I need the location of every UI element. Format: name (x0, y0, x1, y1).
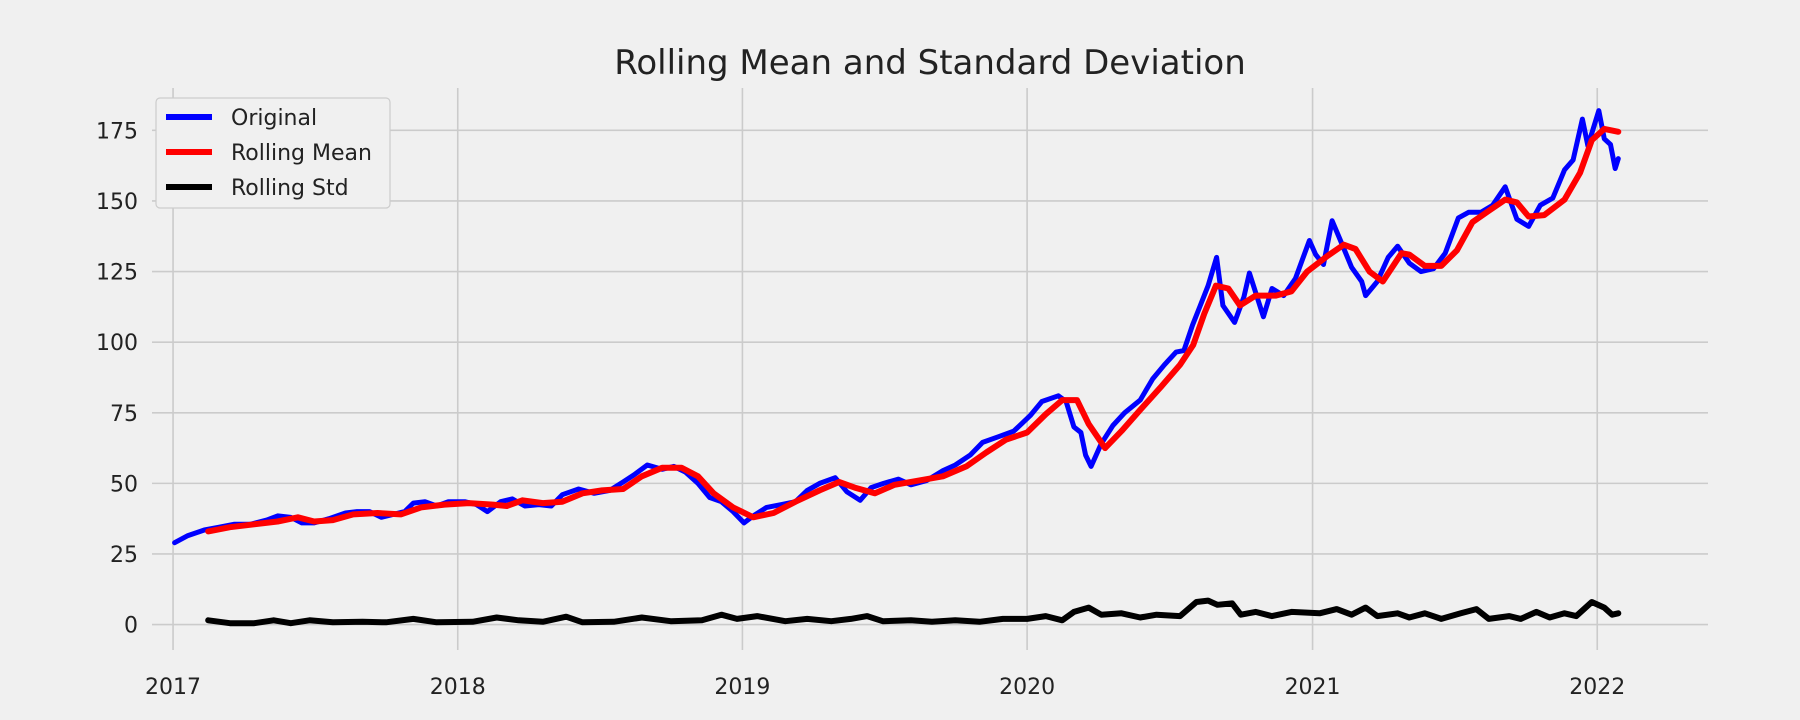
y-tick-label: 25 (110, 543, 138, 568)
y-tick-label: 175 (96, 119, 138, 144)
y-tick-label: 150 (96, 190, 138, 215)
x-tick-label: 2022 (1569, 675, 1625, 700)
legend-label-original: Original (231, 106, 317, 131)
legend-box (155, 97, 391, 209)
x-tick-label: 2019 (714, 675, 770, 700)
x-tick-label: 2018 (430, 675, 486, 700)
series-layer (172, 108, 1622, 627)
series-line-rolling-std (205, 597, 1622, 627)
series-line-rolling-mean (205, 125, 1622, 535)
legend: Original Rolling Mean Rolling Std (155, 97, 391, 209)
grid (152, 88, 1708, 650)
x-axis-ticks: 2017 2018 2019 2020 2021 2022 (145, 675, 1625, 700)
x-tick-label: 2020 (999, 675, 1055, 700)
y-tick-label: 0 (124, 614, 138, 639)
x-tick-label: 2021 (1285, 675, 1341, 700)
y-tick-label: 75 (110, 402, 138, 427)
y-axis-ticks: 0 25 50 75 100 125 150 175 (96, 119, 138, 638)
plot-area (152, 88, 1708, 650)
y-tick-label: 100 (96, 331, 138, 356)
legend-label-rolling-std: Rolling Std (231, 176, 349, 201)
chart-title: Rolling Mean and Standard Deviation (614, 43, 1246, 83)
y-tick-label: 50 (110, 472, 138, 497)
legend-label-rolling-mean: Rolling Mean (231, 141, 372, 166)
x-tick-label: 2017 (145, 675, 201, 700)
y-tick-label: 125 (96, 261, 138, 286)
